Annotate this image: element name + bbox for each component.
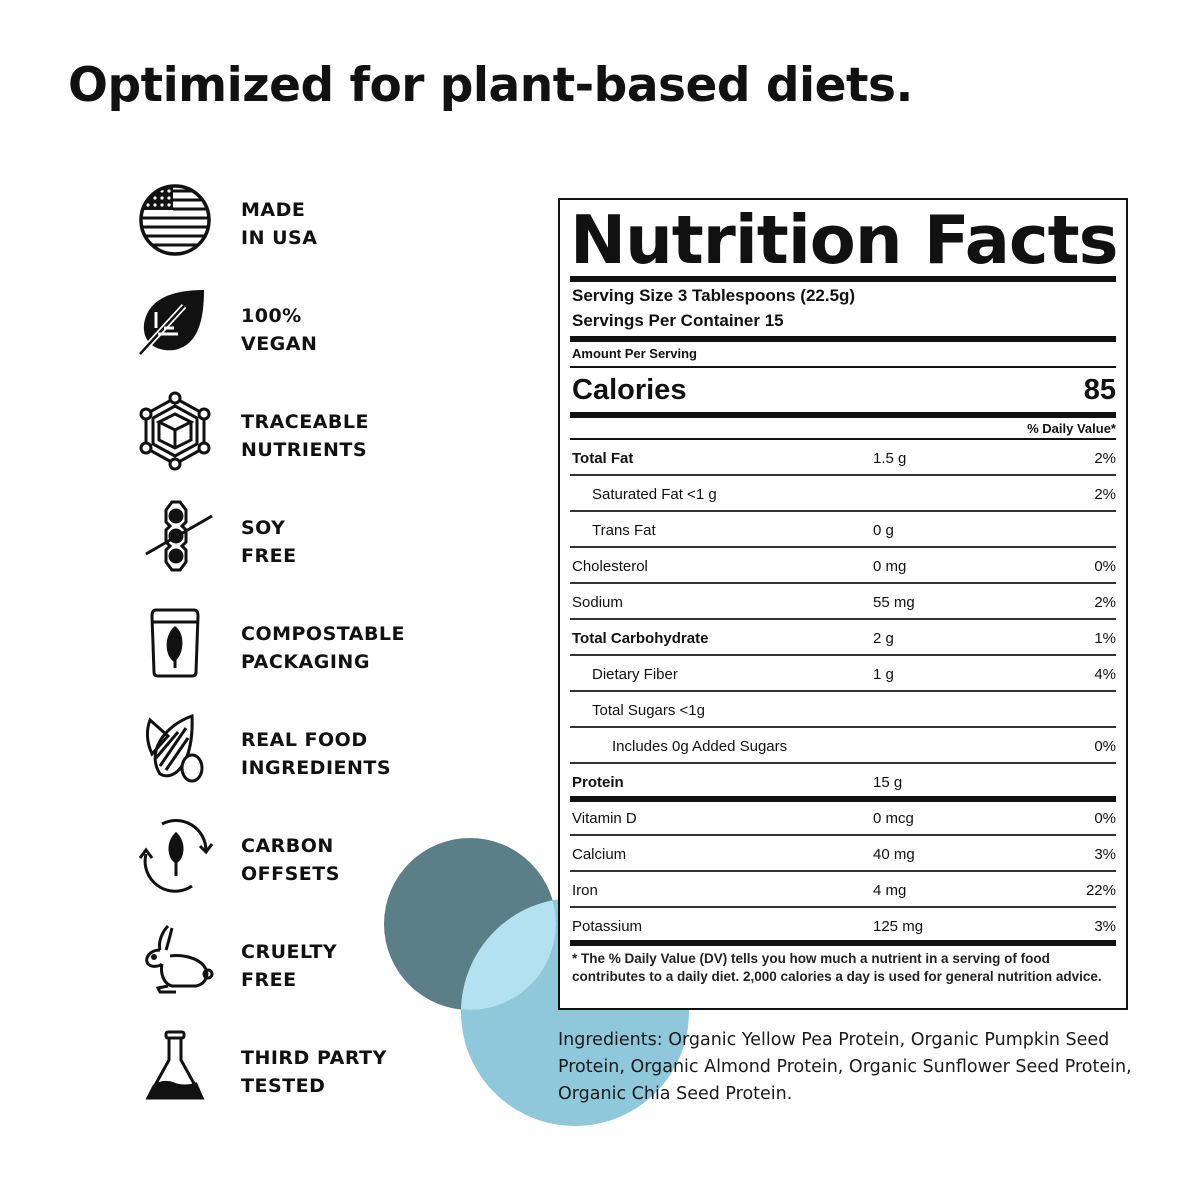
headline: Optimized for plant-based diets. (68, 58, 913, 113)
nutrient-name: Potassium (572, 918, 643, 935)
feature-label: THIRD PARTY TESTED (241, 1047, 387, 1097)
nutrient-row-protein: Protein 15 g (570, 764, 1116, 802)
divider (570, 412, 1116, 418)
calories-value: 85 (1083, 374, 1116, 406)
divider (570, 336, 1116, 342)
traceable-box-network-icon (134, 390, 216, 472)
amount-per-serving: Amount Per Serving (572, 346, 697, 361)
feature-cruelty-free: CRUELTY FREE (130, 920, 450, 1000)
divider (570, 438, 1116, 440)
nutrient-row-calcium: Calcium 40 mg 3% (570, 836, 1116, 872)
feature-label: CARBON OFFSETS (241, 835, 340, 885)
nutrient-row-vitamin-d: Vitamin D 0 mcg 0% (570, 800, 1116, 836)
nutrient-dv: 0% (1094, 738, 1116, 755)
nutrient-name: Total Carbohydrate (572, 630, 709, 647)
daily-value-header: % Daily Value* (1027, 421, 1116, 436)
nutrient-name: Calcium (572, 846, 627, 863)
rabbit-icon (134, 920, 216, 1002)
nutrient-amount: 55 mg (873, 594, 915, 611)
servings-per-container: Servings Per Container 15 (572, 311, 784, 330)
serving-size: Serving Size 3 Tablespoons (22.5g) (572, 286, 856, 305)
feature-real-food: REAL FOOD INGREDIENTS (130, 708, 450, 788)
nutrient-name: Trans Fat (592, 522, 656, 539)
nutrient-row-total-carbohydrate: Total Carbohydrate 2 g 1% (570, 620, 1116, 656)
feature-label: SOY FREE (241, 517, 297, 567)
divider (570, 276, 1116, 282)
feature-carbon-offsets: CARBON OFFSETS (130, 814, 450, 894)
nutrient-row-iron: Iron 4 mg 22% (570, 872, 1116, 908)
feature-label: 100% VEGAN (241, 305, 318, 355)
nutrition-facts-title: Nutrition Facts (570, 201, 1119, 279)
nutrient-dv: 1% (1094, 630, 1116, 647)
nutrient-row-added-sugars: Includes 0g Added Sugars 0% (570, 728, 1116, 764)
nutrient-name: Total Sugars <1g (592, 702, 705, 719)
feature-label: REAL FOOD INGREDIENTS (241, 729, 392, 779)
carbon-cycle-leaf-icon (134, 814, 216, 896)
feature-made-in-usa: MADE IN USA (130, 178, 450, 258)
feature-vegan: 100% VEGAN (130, 284, 450, 364)
nutrient-amount: 15 g (873, 774, 903, 791)
nutrient-row-dietary-fiber: Dietary Fiber 1 g 4% (570, 656, 1116, 692)
nutrient-dv: 2% (1094, 450, 1116, 467)
feature-label: COMPOSTABLE PACKAGING (241, 623, 406, 673)
feature-soy-free: SOY FREE (130, 496, 450, 576)
nutrient-name: Dietary Fiber (592, 666, 678, 683)
calories-label: Calories (572, 374, 687, 406)
nutrient-dv: 3% (1094, 846, 1116, 863)
nutrient-amount: 1.5 g (873, 450, 907, 467)
ingredients-text: Ingredients: Organic Yellow Pea Protein,… (558, 1030, 1132, 1104)
nutrient-name: Vitamin D (572, 810, 637, 827)
nutrient-row-total-fat: Total Fat 1.5 g 2% (570, 440, 1116, 476)
nutrient-name: Cholesterol (572, 558, 648, 575)
nutrient-amount: 0 mg (873, 558, 907, 575)
nutrient-dv: 4% (1094, 666, 1116, 683)
nutrient-row-saturated-fat: Saturated Fat <1 g 2% (570, 476, 1116, 512)
nuts-seeds-icon (134, 708, 216, 790)
nutrient-amount: 1 g (873, 666, 894, 683)
nutrient-amount: 0 mcg (873, 810, 914, 827)
usa-flag-icon (134, 178, 216, 260)
feature-third-party-tested: THIRD PARTY TESTED (130, 1026, 450, 1106)
feature-label: CRUELTY FREE (241, 941, 338, 991)
lab-flask-icon (134, 1026, 216, 1108)
daily-value-footnote: * The % Daily Value (DV) tells you how m… (572, 951, 1102, 984)
compostable-pouch-icon (134, 602, 216, 684)
nutrient-name: Sodium (572, 594, 623, 611)
feature-label: MADE IN USA (241, 199, 318, 249)
nutrient-row-cholesterol: Cholesterol 0 mg 0% (570, 548, 1116, 584)
nutrient-amount: 40 mg (873, 846, 915, 863)
divider (570, 366, 1116, 368)
nutrient-row-total-sugars: Total Sugars <1g (570, 692, 1116, 728)
nutrient-row-sodium: Sodium 55 mg 2% (570, 584, 1116, 620)
nutrition-facts-label: Nutrition Facts Serving Size 3 Tablespoo… (558, 198, 1128, 1010)
feature-label: TRACEABLE NUTRIENTS (241, 411, 369, 461)
decorative-circle-overlap (384, 838, 556, 1010)
nutrient-name: Protein (572, 774, 624, 791)
nutrient-dv: 22% (1085, 882, 1116, 899)
nutrient-name: Iron (572, 882, 598, 899)
nutrient-amount: 4 mg (873, 882, 907, 899)
vegan-leaf-icon (134, 284, 216, 366)
nutrient-amount: 125 mg (873, 918, 924, 935)
nutrient-dv: 0% (1094, 810, 1116, 827)
nutrient-row-trans-fat: Trans Fat 0 g (570, 512, 1116, 548)
nutrient-name: Total Fat (572, 450, 634, 467)
nutrient-name: Includes 0g Added Sugars (612, 738, 788, 755)
soy-free-icon (134, 496, 216, 578)
nutrient-dv: 0% (1094, 558, 1116, 575)
nutrient-row-potassium: Potassium 125 mg 3% (570, 908, 1116, 946)
feature-traceable: TRACEABLE NUTRIENTS (130, 390, 450, 472)
nutrient-dv: 3% (1094, 918, 1116, 935)
nutrient-name: Saturated Fat <1 g (592, 486, 717, 503)
nutrient-dv: 2% (1094, 486, 1116, 503)
nutrient-dv: 2% (1094, 594, 1116, 611)
nutrient-amount: 0 g (873, 522, 894, 539)
feature-compostable: COMPOSTABLE PACKAGING (130, 602, 450, 682)
nutrient-amount: 2 g (873, 630, 894, 647)
